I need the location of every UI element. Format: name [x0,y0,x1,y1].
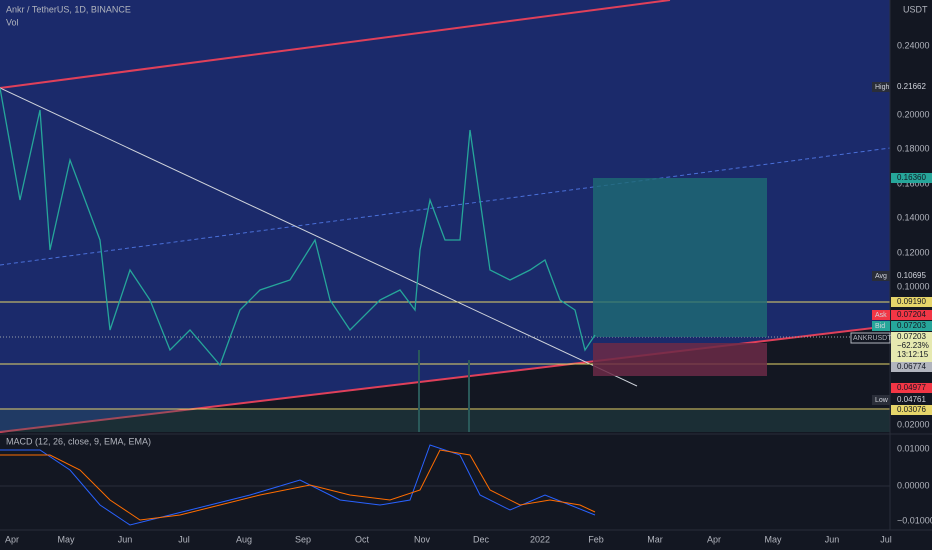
channel-top [0,0,671,89]
badge-tag: High [875,84,890,91]
time-label: Jun [825,534,840,544]
badge-tag-box [872,310,890,320]
last-price: 0.07203 [897,332,926,341]
last-change: −62.23% [897,341,929,350]
time-label: Feb [588,534,604,544]
target-zone [593,178,767,337]
channel-mid [0,147,891,266]
symbol-tag-box [850,332,891,344]
symbol-tag: ANKRUSDT [853,335,892,342]
price-badge [891,271,932,281]
time-label: Mar [647,534,663,544]
price-badge-value: 0.07203 [897,321,926,330]
price-label: 0.02000 [897,419,930,429]
price-label: 0.16000 [897,178,930,188]
macd-label: 0.01000 [897,443,930,453]
countdown: 13:12:15 [897,350,929,359]
macd-label: −0.01000 [897,515,932,525]
badge-tag-box [872,321,890,331]
badge-tag: Low [875,397,889,404]
price-badge [891,321,932,331]
time-label: Nov [414,534,431,544]
price-label: 0.10000 [897,281,930,291]
price-badge-value: 0.04761 [897,395,926,404]
time-label: 2022 [530,534,550,544]
price-badge-value: 0.21662 [897,82,926,91]
badge-tag-box [872,271,890,281]
signal-line [0,449,596,521]
time-label: Jun [118,534,133,544]
price-badge-value: 0.07204 [897,310,926,319]
time-label: Sep [295,534,311,544]
price-badge [891,362,932,372]
price-line [0,87,596,367]
badge-tag-box [872,395,890,405]
price-badge-value: 0.03076 [897,405,926,414]
stop-zone [593,343,767,376]
price-badge-value: 0.06774 [897,362,926,371]
price-badge-value: 0.10695 [897,271,926,280]
trend-line [0,87,638,387]
price-badge [891,310,932,320]
time-label: Aug [236,534,252,544]
price-label: 0.20000 [897,109,930,119]
time-label: Jul [178,534,190,544]
price-label: 0.14000 [897,212,930,222]
price-badge [891,395,932,405]
price-badge-value: 0.04977 [897,383,926,392]
price-badge [891,173,932,183]
time-label: May [57,534,75,544]
symbol-title: Ankr / TetherUS, 1D, BINANCE [6,4,131,14]
badge-tag: Avg [875,273,887,280]
badge-tag: Ask [875,312,887,319]
price-badge [891,405,932,415]
price-badge-value: 0.09190 [897,297,926,306]
last-price-box [891,332,932,362]
badge-tag-box [872,82,890,92]
macd-label: 0.00000 [897,480,930,490]
volume-label: Vol [6,17,19,27]
currency: USDT [903,4,928,14]
price-label: 0.24000 [897,40,930,50]
price-label: 0.18000 [897,143,930,153]
time-label: Apr [5,534,19,544]
macd-title: MACD (12, 26, close, 9, EMA, EMA) [6,436,151,446]
time-label: Dec [473,534,490,544]
price-badge [891,383,932,393]
price-badge [891,297,932,307]
time-label: May [764,534,782,544]
price-badge-value: 0.16360 [897,173,926,182]
time-label: Jul [880,534,892,544]
volume-bars [0,350,890,432]
time-label: Apr [707,534,721,544]
price-label: 0.12000 [897,247,930,257]
time-label: Oct [355,534,370,544]
price-badge [891,82,932,92]
macd-line [0,444,596,526]
badge-tag: Bid [875,323,885,330]
